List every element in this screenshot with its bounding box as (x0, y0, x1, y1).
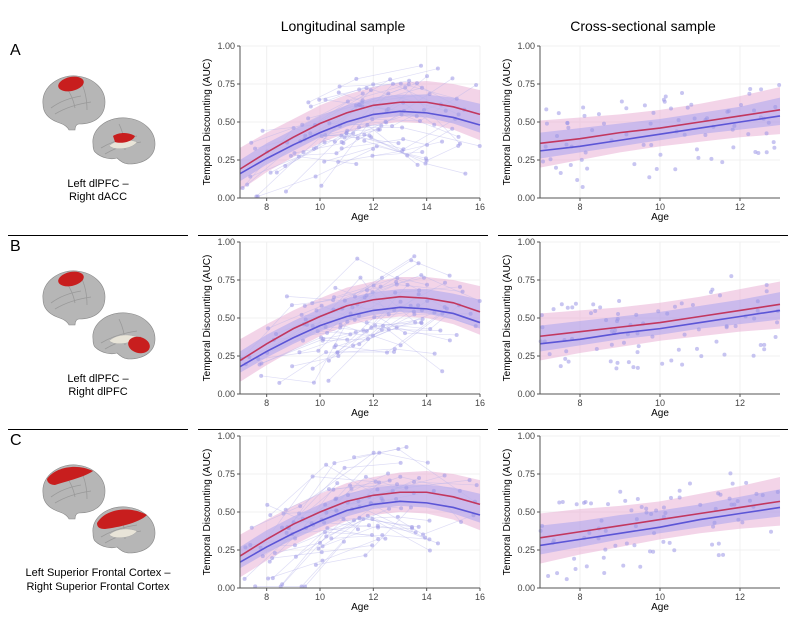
svg-text:Temporal Discounting (AUC): Temporal Discounting (AUC) (202, 449, 213, 576)
svg-text:0.00: 0.00 (517, 583, 535, 593)
panel-label-C: C (10, 432, 22, 450)
svg-text:Temporal Discounting (AUC): Temporal Discounting (AUC) (202, 59, 213, 186)
svg-text:10: 10 (655, 202, 665, 212)
svg-text:10: 10 (655, 592, 665, 602)
svg-text:0.00: 0.00 (217, 389, 235, 399)
svg-text:12: 12 (368, 592, 378, 602)
svg-text:0.00: 0.00 (217, 583, 235, 593)
svg-text:0.00: 0.00 (217, 193, 235, 203)
chart-B-cross: 0.00 0.25 0.50 0.75 1.00 8 10 12 Temporal Discou… (498, 235, 788, 426)
svg-text:8: 8 (577, 202, 582, 212)
svg-text:0.75: 0.75 (217, 469, 235, 479)
svg-text:10: 10 (655, 398, 665, 408)
svg-text:0.50: 0.50 (517, 117, 535, 127)
svg-text:0.00: 0.00 (517, 389, 535, 399)
svg-text:0.25: 0.25 (217, 155, 235, 165)
svg-text:1.00: 1.00 (517, 431, 535, 441)
brain-cell-C: C Left Superior Frontal Cortex – Right S… (8, 429, 188, 620)
svg-text:10: 10 (315, 592, 325, 602)
svg-text:0.50: 0.50 (217, 117, 235, 127)
svg-text:0.50: 0.50 (217, 507, 235, 517)
figure-grid: Longitudinal sample Cross-sectional samp… (8, 8, 785, 620)
chart-C-longitudinal: 0.00 0.25 0.50 0.75 1.00 8 10 12 14 16 Temporal Di… (198, 429, 488, 620)
svg-text:14: 14 (422, 592, 432, 602)
chart-B-longitudinal: 0.00 0.25 0.50 0.75 1.00 8 10 12 14 16 Temporal Di… (198, 235, 488, 426)
brain-icon-C (23, 455, 173, 565)
svg-text:0.50: 0.50 (217, 313, 235, 323)
svg-text:0.75: 0.75 (517, 469, 535, 479)
svg-text:1.00: 1.00 (517, 237, 535, 247)
svg-text:Age: Age (351, 408, 369, 419)
svg-text:12: 12 (368, 202, 378, 212)
col-header-longitudinal: Longitudinal sample (198, 18, 488, 36)
col-header-cross: Cross-sectional sample (498, 18, 788, 36)
svg-text:Temporal Discounting (AUC): Temporal Discounting (AUC) (502, 449, 513, 576)
chart-C-cross: 0.00 0.25 0.50 0.75 1.00 8 10 12 Temporal Discou… (498, 429, 788, 620)
svg-text:10: 10 (315, 398, 325, 408)
brain-icon-B (23, 261, 173, 371)
svg-text:1.00: 1.00 (217, 41, 235, 51)
svg-text:0.75: 0.75 (517, 79, 535, 89)
svg-text:10: 10 (315, 202, 325, 212)
svg-text:16: 16 (475, 398, 485, 408)
svg-text:0.25: 0.25 (517, 545, 535, 555)
svg-text:Age: Age (651, 212, 669, 223)
svg-text:0.25: 0.25 (217, 545, 235, 555)
svg-text:Age: Age (351, 602, 369, 613)
svg-text:Age: Age (651, 408, 669, 419)
svg-text:16: 16 (475, 592, 485, 602)
svg-text:0.75: 0.75 (517, 275, 535, 285)
brain-caption-B: Left dlPFC – Right dlPFC (67, 373, 128, 401)
svg-text:0.25: 0.25 (517, 351, 535, 361)
svg-text:12: 12 (735, 398, 745, 408)
chart-A-longitudinal: 0.00 0.25 0.50 0.75 1.00 8 10 12 14 16 Temporal Di… (198, 40, 488, 231)
brain-caption-C: Left Superior Frontal Cortex – Right Sup… (26, 567, 171, 595)
svg-text:12: 12 (735, 592, 745, 602)
svg-text:16: 16 (475, 202, 485, 212)
brain-cell-B: B Left dlPFC – Right dlPFC (8, 235, 188, 426)
svg-text:Temporal Discounting (AUC): Temporal Discounting (AUC) (502, 59, 513, 186)
chart-A-cross: 0.00 0.25 0.50 0.75 1.00 8 10 12 Temporal Discou… (498, 40, 788, 231)
svg-text:0.25: 0.25 (517, 155, 535, 165)
svg-text:0.00: 0.00 (517, 193, 535, 203)
svg-text:14: 14 (422, 202, 432, 212)
svg-text:8: 8 (264, 398, 269, 408)
brain-caption-A: Left dlPFC – Right dACC (67, 178, 128, 206)
svg-text:8: 8 (577, 398, 582, 408)
svg-text:0.25: 0.25 (217, 351, 235, 361)
brain-icon-A (23, 66, 173, 176)
svg-text:8: 8 (264, 202, 269, 212)
svg-text:0.50: 0.50 (517, 507, 535, 517)
svg-text:1.00: 1.00 (517, 41, 535, 51)
svg-text:8: 8 (264, 592, 269, 602)
svg-text:1.00: 1.00 (217, 237, 235, 247)
panel-label-A: A (10, 42, 21, 60)
svg-text:0.75: 0.75 (217, 79, 235, 89)
svg-text:Age: Age (351, 212, 369, 223)
svg-text:Temporal Discounting (AUC): Temporal Discounting (AUC) (202, 254, 213, 381)
panel-label-B: B (10, 238, 21, 256)
svg-text:14: 14 (422, 398, 432, 408)
svg-text:8: 8 (577, 592, 582, 602)
svg-text:12: 12 (735, 202, 745, 212)
svg-text:Temporal Discounting (AUC): Temporal Discounting (AUC) (502, 254, 513, 381)
svg-text:12: 12 (368, 398, 378, 408)
brain-cell-A: A Left dlPFC – Right dACC (8, 40, 188, 231)
svg-text:0.50: 0.50 (517, 313, 535, 323)
svg-text:0.75: 0.75 (217, 275, 235, 285)
svg-text:1.00: 1.00 (217, 431, 235, 441)
svg-text:Age: Age (651, 602, 669, 613)
